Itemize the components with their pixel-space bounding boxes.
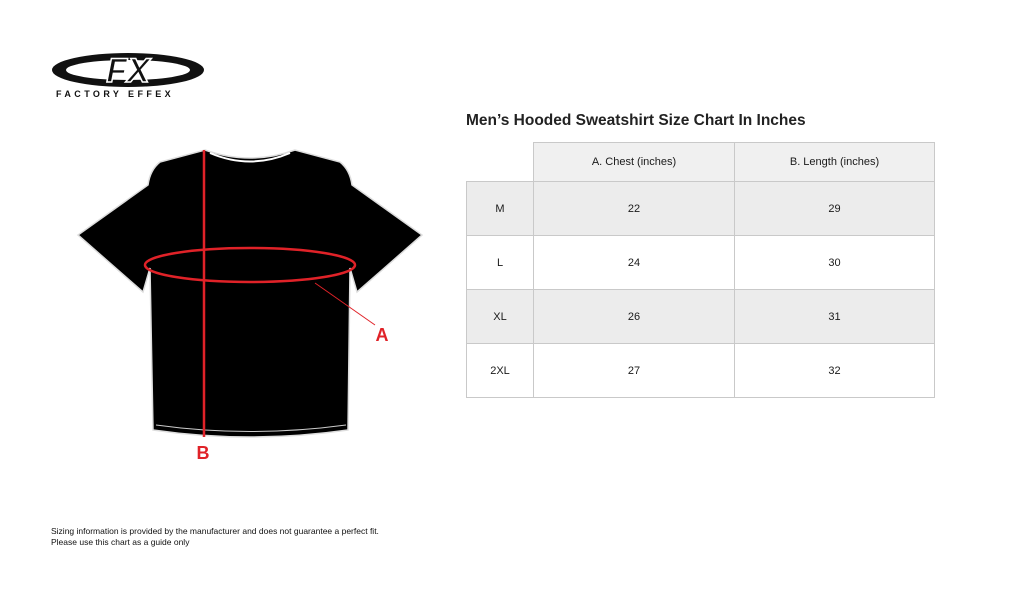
- chest-cell: 22: [533, 181, 735, 236]
- chest-cell: 26: [533, 289, 735, 344]
- label-b: B: [197, 443, 210, 463]
- chest-ellipse: [143, 246, 357, 284]
- shirt-outline: [76, 149, 424, 438]
- table-row: L 24 30: [466, 235, 935, 290]
- size-cell: 2XL: [466, 343, 534, 398]
- length-cell: 31: [734, 289, 935, 344]
- table-row: M 22 29: [466, 181, 935, 236]
- disclaimer-line: Please use this chart as a guide only: [51, 537, 190, 547]
- size-cell: XL: [466, 289, 534, 344]
- fx-logo: FX: [52, 51, 204, 91]
- size-cell: L: [466, 235, 534, 290]
- length-cell: 32: [734, 343, 935, 398]
- table-row: 2XL 27 32: [466, 343, 935, 398]
- size-table: A. Chest (inches) B. Length (inches) M 2…: [466, 142, 935, 398]
- table-header-row: A. Chest (inches) B. Length (inches): [466, 142, 935, 182]
- label-a: A: [376, 325, 389, 345]
- disclaimer-line: Sizing information is provided by the ma…: [51, 526, 379, 536]
- page-title: Men’s Hooded Sweatshirt Size Chart In In…: [466, 112, 806, 129]
- svg-text:FX: FX: [106, 52, 152, 90]
- disclaimer: Sizing information is provided by the ma…: [51, 526, 379, 548]
- header-length: B. Length (inches): [734, 142, 935, 182]
- chest-leader: [314, 282, 376, 326]
- size-cell: M: [466, 181, 534, 236]
- logo-tagline: FACTORY EFFEX: [56, 89, 175, 99]
- header-chest: A. Chest (inches): [533, 142, 735, 182]
- header-blank: [466, 142, 534, 182]
- length-cell: 30: [734, 235, 935, 290]
- length-cell: 29: [734, 181, 935, 236]
- chest-cell: 27: [533, 343, 735, 398]
- table-row: XL 26 31: [466, 289, 935, 344]
- chest-cell: 24: [533, 235, 735, 290]
